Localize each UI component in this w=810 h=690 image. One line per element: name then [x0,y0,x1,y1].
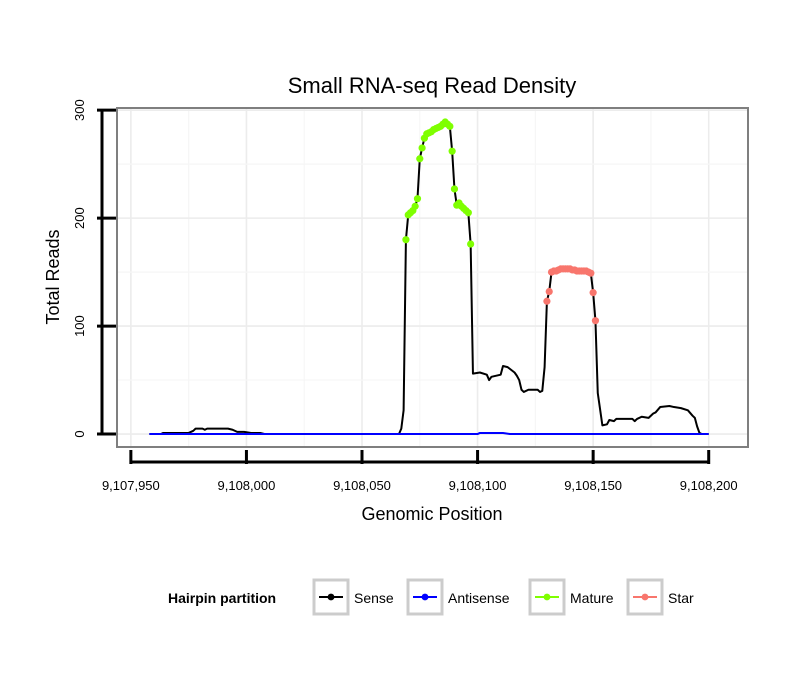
x-tick-label: 9,107,950 [102,478,160,493]
data-point-star [543,297,551,305]
x-axis-title: Genomic Position [361,504,502,524]
data-point-mature [450,185,459,193]
y-tick-label: 300 [72,99,87,121]
series-line-antisense [149,431,709,436]
series-lines [149,121,709,436]
plot-border [116,107,749,448]
data-point-star [591,317,600,325]
data-point-star [589,289,597,297]
legend-title: Hairpin partition [168,590,276,606]
data-point-mature [418,144,426,152]
data-point-mature [402,236,410,244]
data-point-mature [448,147,456,155]
data-point-mature [411,202,419,210]
data-point-star [587,269,595,277]
data-point-mature [464,209,472,217]
data-point-mature [416,155,424,163]
y-tick-label: 0 [72,430,87,437]
legend-label-mature: Mature [570,590,614,606]
data-point-star [545,287,553,296]
legend-label-star: Star [668,590,694,606]
series-points [402,118,600,325]
y-tick-label: 100 [72,315,87,337]
y-axis-title: Total Reads [43,229,63,324]
x-axis: 9,107,950 9,108,000 9,108,050 9,108,100 9,10… [102,450,738,493]
data-point-mature [446,122,454,130]
legend: Hairpin partition Sense Antisense Mature St… [168,578,694,616]
y-tick-label: 200 [72,207,87,229]
legend-dot-antisense [421,593,429,601]
x-tick-label: 9,108,150 [564,478,622,493]
data-point-mature [413,195,422,203]
legend-dot-mature [543,593,551,601]
legend-dot-sense [327,593,335,601]
chart-title: Small RNA-seq Read Density [288,73,577,98]
x-tick-label: 9,108,100 [449,478,507,493]
x-tick-label: 9,108,000 [218,478,276,493]
x-tick-label: 9,108,200 [680,478,738,493]
x-tick-label: 9,108,050 [333,478,391,493]
legend-label-antisense: Antisense [448,590,510,606]
legend-dot-star [641,593,649,601]
legend-label-sense: Sense [354,590,394,606]
plot-background [117,108,748,447]
data-point-mature [467,240,475,248]
y-axis: 0 100 200 300 [72,99,116,438]
